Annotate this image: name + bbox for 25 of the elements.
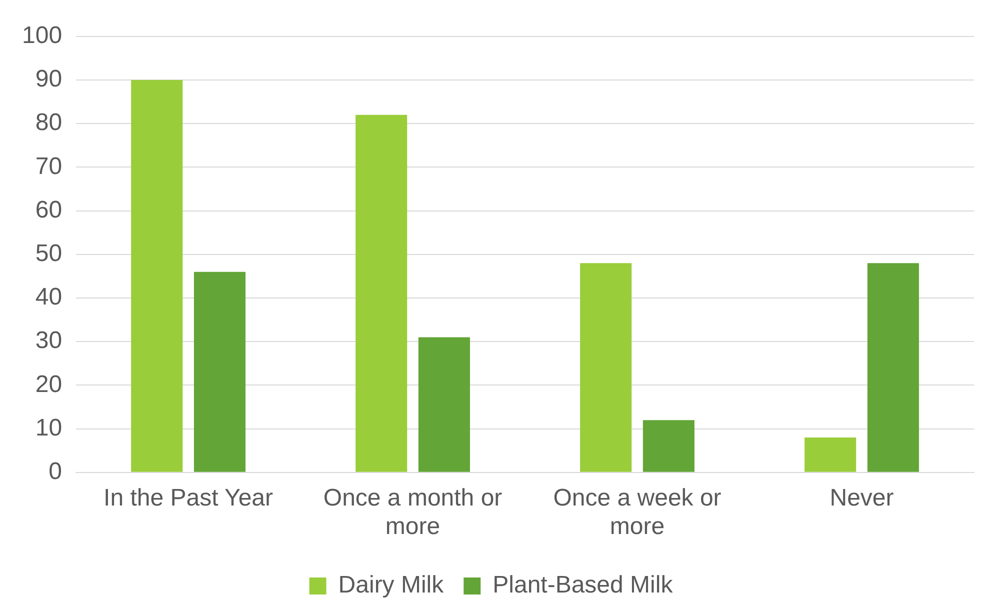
y-tick-label: 100	[22, 22, 62, 50]
legend-label: Plant-Based Milk	[492, 572, 674, 599]
bar	[642, 420, 694, 472]
legend-label: Dairy Milk	[338, 572, 445, 599]
x-tick-label: In the Past Year	[104, 484, 274, 512]
y-tick-label: 80	[35, 109, 62, 136]
y-tick-label: 30	[35, 327, 62, 354]
y-tick-label: 70	[35, 152, 62, 180]
bar	[418, 337, 470, 472]
y-tick-label: 60	[35, 196, 62, 224]
x-tick-label: Once a week or more	[553, 484, 722, 540]
bar	[194, 272, 246, 472]
y-tick-label: 50	[35, 240, 62, 268]
x-tick-label: Once a month or more	[323, 484, 502, 540]
y-tick-label: 40	[35, 284, 62, 311]
y-tick-label: 90	[35, 66, 62, 93]
bar	[356, 114, 408, 472]
y-tick-label: 20	[35, 370, 62, 398]
bar	[804, 438, 856, 472]
x-tick-label: Never	[830, 484, 894, 512]
y-tick-label: 0	[48, 458, 62, 486]
bar	[131, 80, 183, 472]
y-tick-label: 10	[35, 414, 62, 442]
bar	[580, 263, 632, 472]
bar	[867, 263, 919, 472]
